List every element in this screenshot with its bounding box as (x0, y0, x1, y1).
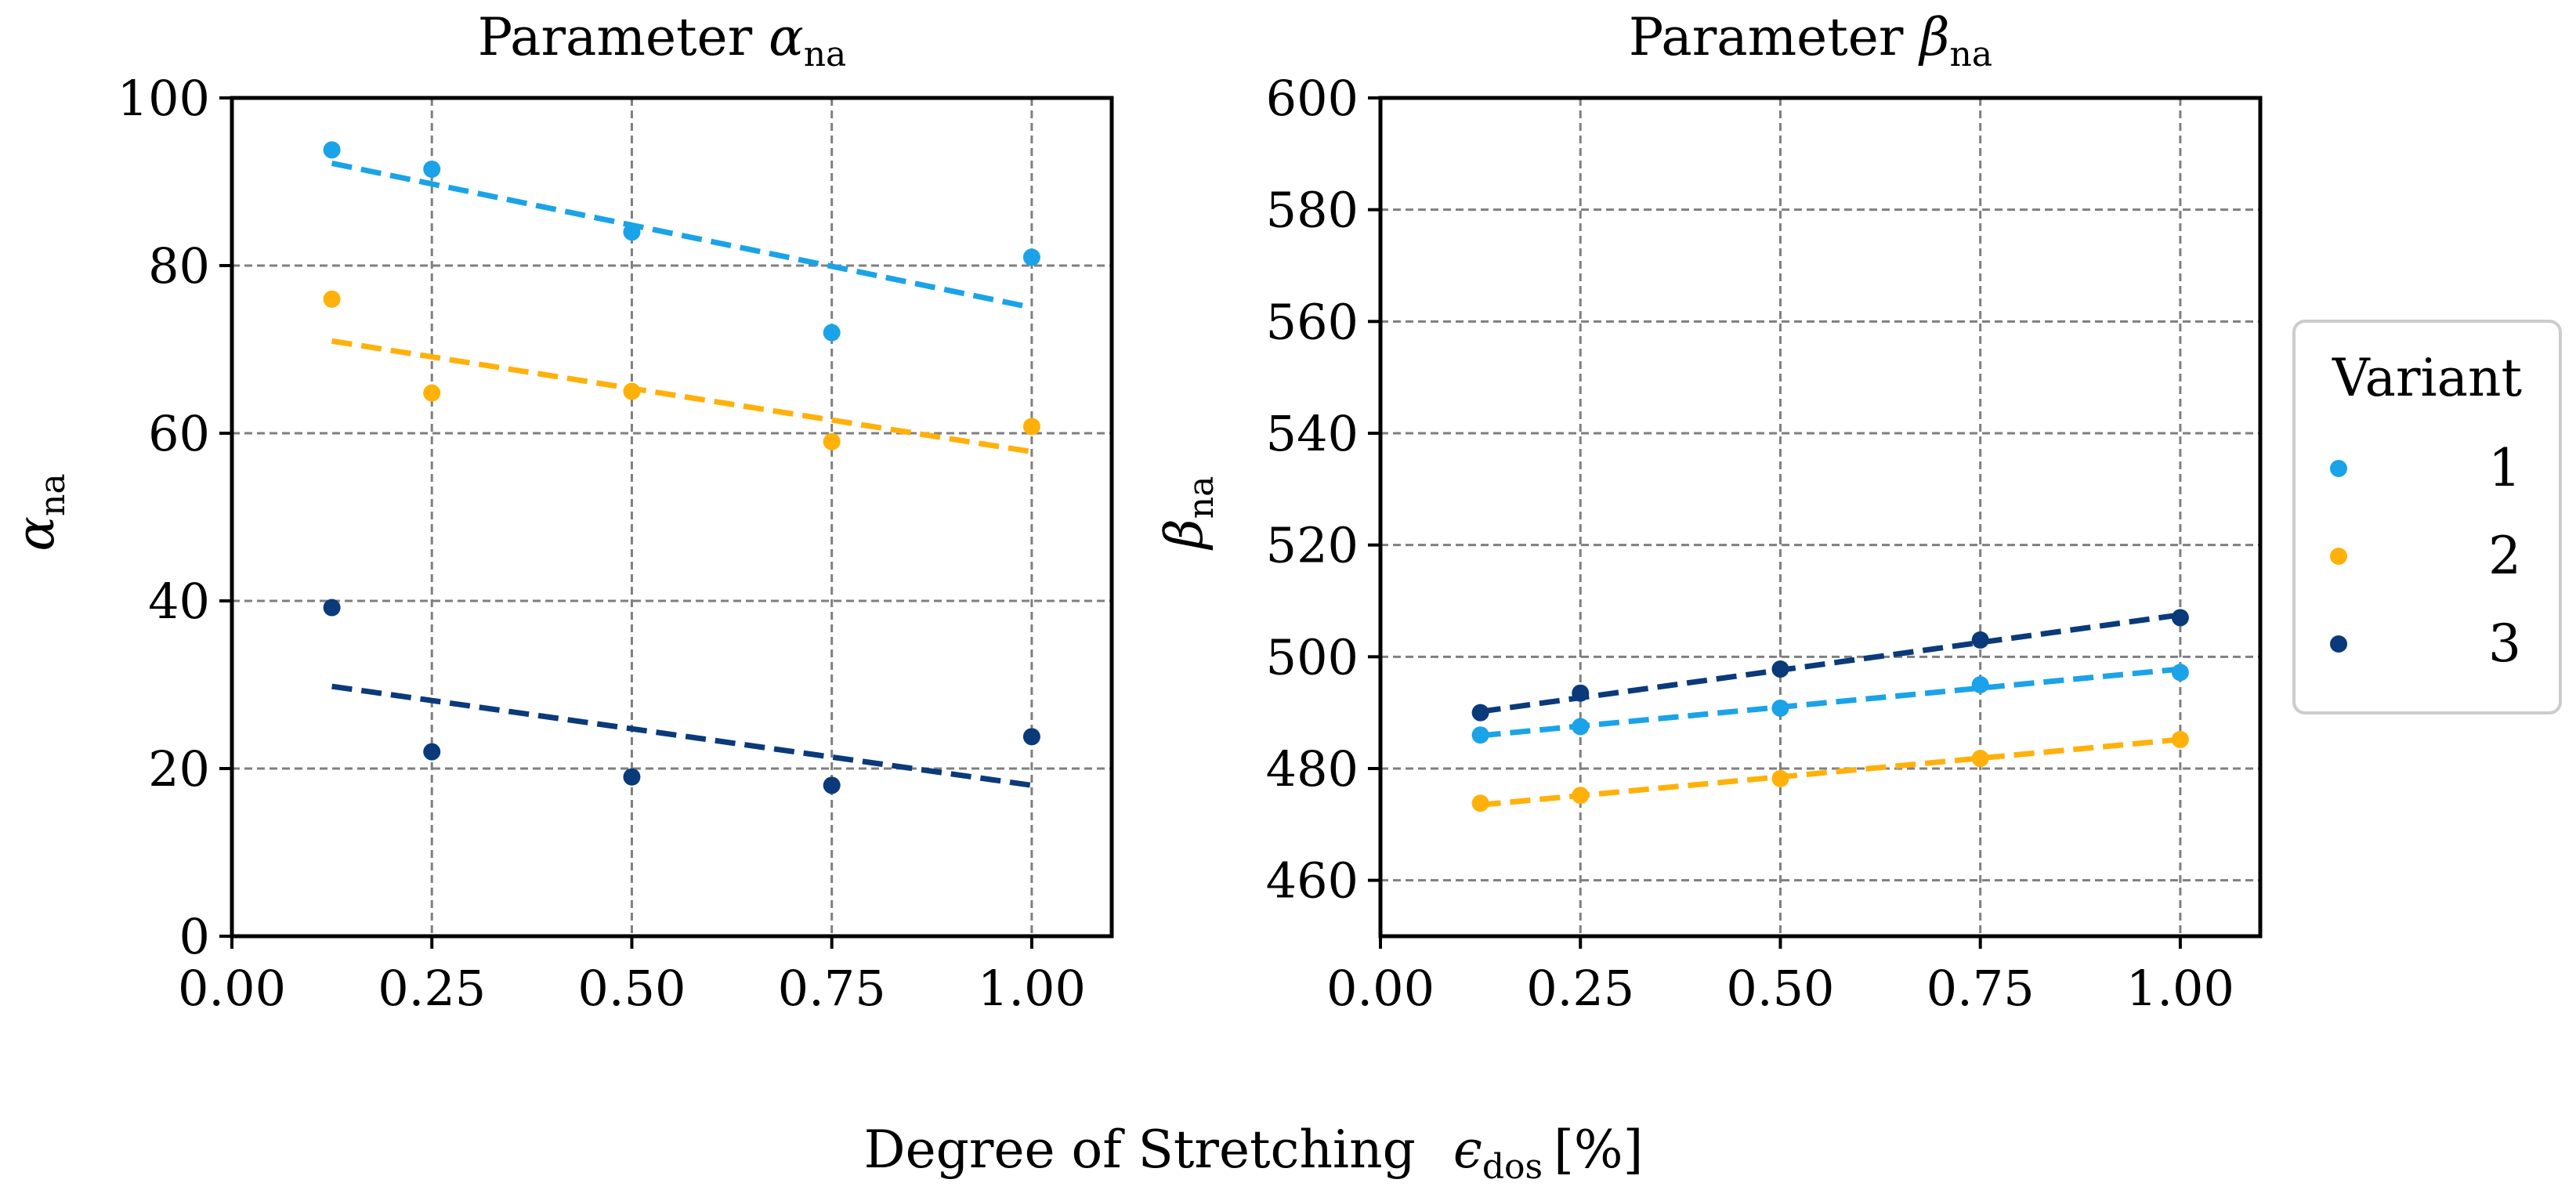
alpha-point-series-3 (623, 768, 641, 786)
alpha-point-series-2 (623, 382, 641, 400)
beta-point-series-2 (1572, 787, 1590, 805)
beta-point-series-1 (2171, 664, 2189, 682)
beta-point-series-1 (1971, 676, 1989, 693)
beta-ytick-label: 560 (1266, 293, 1359, 350)
beta-ytick-label: 580 (1266, 182, 1359, 239)
alpha-xtick-label: 1.00 (978, 960, 1086, 1017)
beta-ytick-label: 600 (1266, 70, 1359, 127)
legend-frame (2292, 320, 2562, 714)
alpha-point-series-3 (423, 743, 441, 761)
beta-ytick-label: 480 (1266, 740, 1359, 798)
alpha-axes-frame (230, 96, 1114, 939)
legend-marker-series-3 (2330, 635, 2347, 653)
alpha-ytick-label: 20 (148, 740, 210, 798)
alpha-fit-line-series-1 (331, 161, 1033, 310)
beta-point-series-3 (1771, 660, 1789, 678)
legend-label-series-1: 1 (2488, 438, 2521, 498)
alpha-ytick-label: 0 (179, 908, 210, 965)
beta-point-series-3 (2171, 609, 2189, 627)
alpha-point-series-2 (423, 384, 441, 402)
beta-title: Parameter βna (1629, 7, 1992, 74)
beta-point-series-2 (1771, 769, 1789, 787)
beta-point-series-1 (1572, 718, 1590, 736)
beta-plot-area (1380, 98, 2260, 936)
alpha-point-series-3 (323, 599, 341, 617)
alpha-ylabel: αna (5, 473, 73, 551)
beta-axes-frame (1378, 96, 2263, 939)
alpha-xtick-label: 0.50 (577, 960, 686, 1017)
legend-marker-series-2 (2330, 548, 2347, 565)
alpha-plot-area (232, 98, 1112, 936)
legend-label-series-3: 3 (2488, 613, 2521, 674)
beta-point-series-1 (1471, 726, 1489, 744)
alpha-panel: Parameter αna αna 0.00 0.25 0.50 0.75 1.00 0 2… (5, 7, 1114, 1017)
beta-fit-line-series-2 (1480, 736, 2181, 808)
beta-ytick-label: 520 (1266, 517, 1359, 574)
alpha-point-series-3 (1022, 728, 1040, 746)
alpha-point-series-2 (823, 432, 841, 450)
beta-point-series-3 (1971, 631, 1989, 649)
beta-ylabel: βna (1154, 476, 1221, 552)
beta-point-series-3 (1572, 684, 1590, 702)
beta-ytick-label: 460 (1266, 852, 1359, 910)
alpha-ytick-label: 100 (118, 70, 210, 127)
legend-title: Variant (2332, 348, 2522, 408)
legend-label-series-2: 2 (2488, 526, 2521, 586)
alpha-point-series-3 (823, 776, 841, 794)
legend: Variant 1 2 3 (2292, 320, 2562, 714)
alpha-point-series-1 (423, 160, 441, 178)
beta-point-series-2 (1971, 750, 1989, 768)
beta-fit-line-series-1 (1480, 666, 2181, 739)
beta-xtick-label: 0.50 (1726, 960, 1834, 1017)
alpha-xtick-label: 0.00 (178, 960, 286, 1017)
alpha-xtick-label: 0.75 (778, 960, 886, 1017)
alpha-point-series-1 (323, 141, 341, 159)
alpha-xtick-label: 0.25 (378, 960, 486, 1017)
beta-point-series-2 (1471, 794, 1489, 812)
beta-xtick-label: 1.00 (2126, 960, 2234, 1017)
legend-marker-series-1 (2330, 460, 2347, 477)
alpha-point-series-2 (1022, 418, 1040, 436)
beta-xtick-label: 0.75 (1927, 960, 2035, 1017)
beta-xtick-label: 0.25 (1526, 960, 1634, 1017)
beta-ytick-label: 540 (1266, 405, 1359, 462)
beta-ytick-label: 500 (1266, 628, 1359, 686)
alpha-point-series-1 (1022, 248, 1040, 266)
alpha-point-series-2 (323, 290, 341, 308)
x-axis-label: Degree of Stretching ϵdos [%] (864, 1120, 1644, 1187)
alpha-ytick-label: 40 (148, 573, 210, 630)
alpha-title: Parameter αna (478, 7, 847, 74)
beta-xtick-label: 0.00 (1326, 960, 1435, 1017)
beta-panel: Parameter βna βna 0.00 0.25 0.50 0.75 1.00 46… (1154, 7, 2263, 1017)
beta-point-series-3 (1471, 704, 1489, 722)
beta-point-series-2 (2171, 730, 2189, 748)
alpha-ytick-label: 60 (148, 405, 210, 462)
alpha-ytick-label: 80 (148, 237, 210, 295)
alpha-point-series-1 (623, 223, 641, 241)
beta-point-series-1 (1771, 699, 1789, 717)
alpha-point-series-1 (823, 324, 841, 342)
